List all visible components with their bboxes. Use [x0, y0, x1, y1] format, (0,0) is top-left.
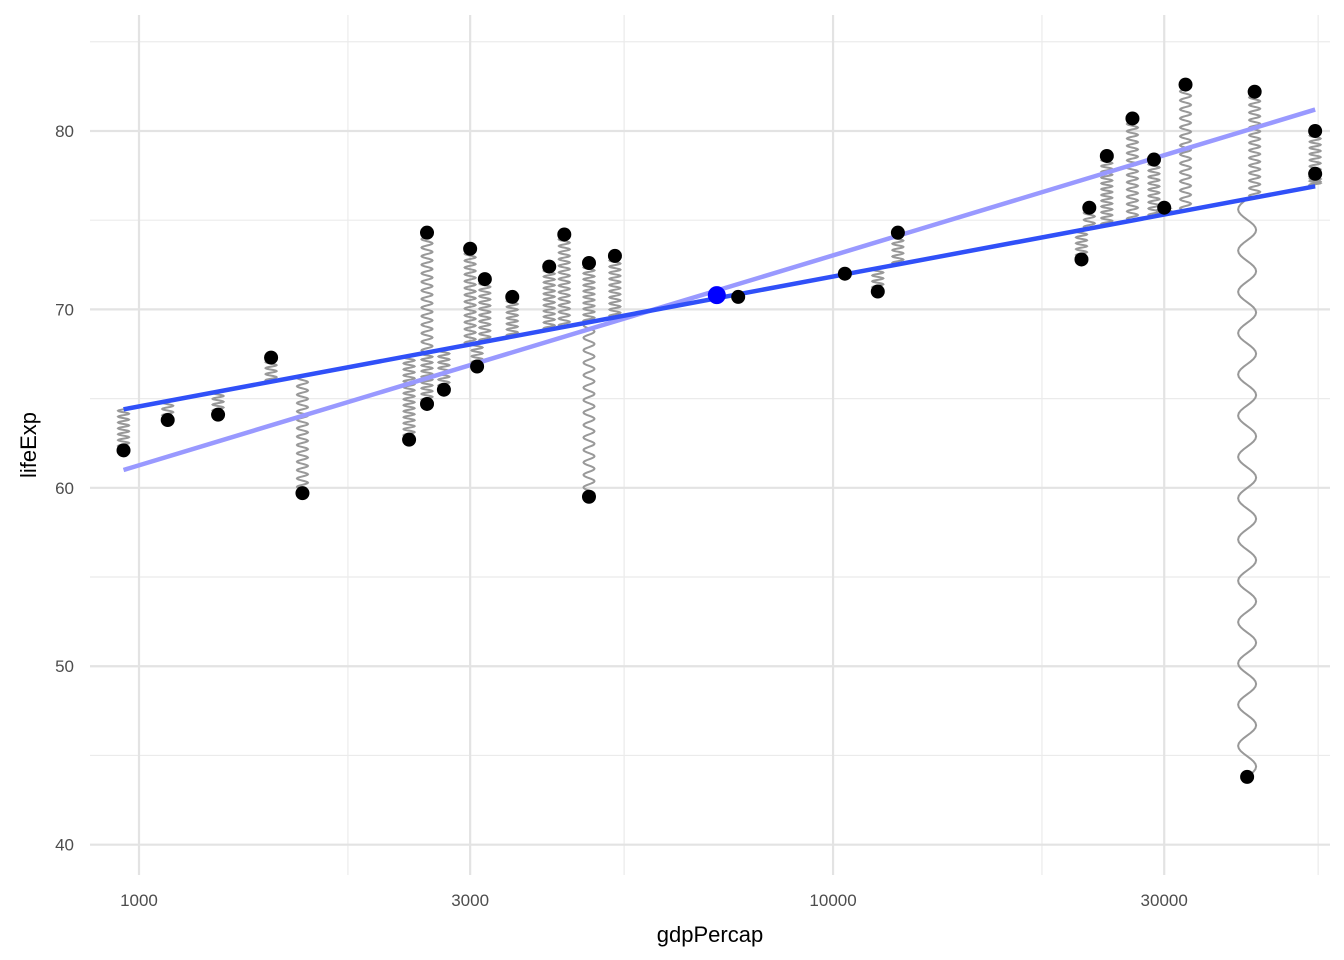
data-point	[470, 359, 485, 374]
data-point	[1240, 769, 1255, 784]
data-point	[1074, 252, 1089, 267]
data-point	[890, 225, 905, 240]
data-point	[837, 266, 852, 281]
data-point	[1308, 123, 1323, 138]
data-point	[1178, 77, 1193, 92]
spring	[581, 262, 597, 324]
centroid-point	[707, 286, 726, 305]
y-tick-labels: 40 50 60 70 80	[55, 122, 74, 855]
x-tick-labels: 1000 3000 10000 30000	[120, 891, 1188, 910]
y-tick-label: 70	[55, 300, 74, 319]
spring	[1147, 158, 1161, 218]
data-point	[116, 443, 131, 458]
data-point	[542, 259, 557, 274]
spring	[463, 247, 478, 346]
spring	[1125, 117, 1140, 222]
spring	[1237, 198, 1258, 778]
data-point	[581, 256, 596, 271]
data-point	[1146, 152, 1161, 167]
data-point	[436, 382, 451, 397]
spring	[1247, 90, 1262, 199]
data-point	[160, 413, 175, 428]
spring	[116, 408, 131, 452]
data-point	[420, 225, 435, 240]
spring	[436, 348, 451, 391]
x-tick-label: 1000	[120, 891, 158, 910]
y-axis-title: lifeExp	[16, 412, 41, 478]
y-tick-label: 60	[55, 479, 74, 498]
data-point	[402, 432, 417, 447]
data-point	[211, 407, 226, 422]
spring	[1099, 154, 1114, 227]
y-tick-label: 80	[55, 122, 74, 141]
data-point	[1099, 148, 1114, 163]
x-tick-label: 10000	[809, 891, 856, 910]
data-point	[295, 486, 310, 501]
spring	[477, 278, 492, 343]
y-tick-label: 40	[55, 836, 74, 855]
data-point	[420, 396, 435, 411]
data-point	[581, 489, 596, 504]
y-tick-label: 50	[55, 657, 74, 676]
spring	[557, 233, 572, 328]
spring	[420, 231, 434, 354]
data-point	[463, 241, 478, 256]
data-point	[607, 248, 622, 263]
spring	[582, 321, 596, 498]
data-point	[557, 227, 572, 242]
data-point	[264, 350, 279, 365]
spring	[607, 254, 622, 319]
data-point	[1125, 111, 1140, 126]
data-point	[870, 284, 885, 299]
data-points	[116, 77, 1323, 784]
x-axis-title: gdpPercap	[657, 922, 763, 947]
data-point	[1247, 84, 1262, 99]
data-point	[1157, 200, 1172, 215]
spring	[505, 295, 520, 338]
data-point	[505, 289, 520, 304]
x-tick-label: 3000	[451, 891, 489, 910]
data-point	[1082, 200, 1097, 215]
spring	[295, 374, 310, 495]
x-tick-label: 30000	[1141, 891, 1188, 910]
spring	[402, 354, 417, 441]
data-point	[1308, 166, 1323, 181]
spring	[542, 265, 557, 331]
data-point	[731, 289, 746, 304]
springs	[116, 83, 1323, 778]
data-point	[477, 272, 492, 287]
grid	[90, 15, 1330, 875]
